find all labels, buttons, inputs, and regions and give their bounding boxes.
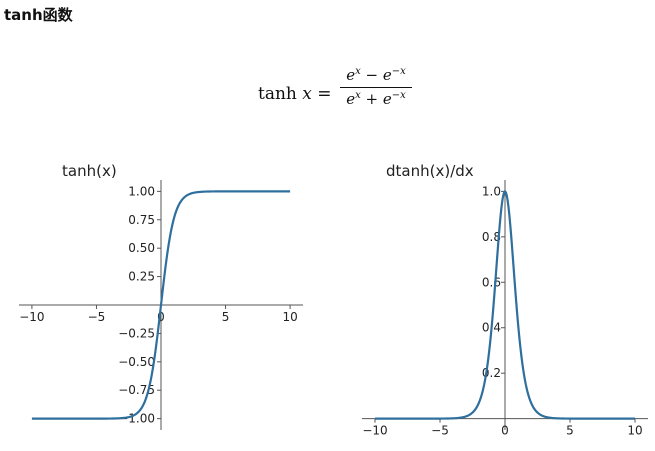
y-tick-label: 0.25: [128, 270, 155, 284]
x-tick-label: −5: [431, 424, 449, 438]
x-tick-label: 5: [222, 310, 230, 324]
data-point: [543, 415, 545, 417]
data-point: [439, 417, 441, 419]
data-point: [504, 190, 506, 192]
fraction-bar: [340, 87, 412, 88]
y-tick-label: 0.50: [128, 241, 155, 255]
formula-numerator: ex − e−x: [346, 66, 406, 84]
formula-denominator: ex + e−x: [346, 90, 406, 108]
y-tick-label: −1.00: [118, 412, 155, 426]
y-tick-label: −0.50: [118, 355, 155, 369]
data-point: [491, 322, 493, 324]
y-tick-label: 1.0: [482, 184, 501, 198]
data-point: [374, 417, 376, 419]
data-point: [121, 417, 123, 419]
data-point: [224, 190, 226, 192]
data-point: [497, 239, 499, 241]
y-tick-label: 0.6: [482, 275, 501, 289]
x-tick-label: −10: [362, 424, 387, 438]
tanh-formula: tanh x = ex − e−x ex + e−x: [258, 66, 418, 122]
chart-title-1: tanh(x): [62, 162, 117, 180]
data-point: [153, 356, 155, 358]
data-point: [95, 417, 97, 419]
data-point: [465, 415, 467, 417]
data-point: [160, 304, 162, 306]
series-line-dtanh: [375, 189, 635, 420]
series-line-tanh: [31, 190, 291, 420]
data-point: [134, 413, 136, 415]
chart-title-2: dtanh(x)/dx: [386, 162, 474, 180]
x-tick-label: 0: [501, 424, 509, 438]
data-point: [517, 322, 519, 324]
data-point: [289, 190, 291, 192]
x-tick-label: −10: [19, 310, 44, 324]
data-point: [199, 191, 201, 193]
y-tick-label: 0.8: [482, 230, 501, 244]
x-tick-label: 10: [627, 424, 642, 438]
formula-lhs: tanh x =: [258, 84, 332, 104]
data-point: [186, 194, 188, 196]
y-tick-label: 0.75: [128, 213, 155, 227]
page-heading: tanh函数: [4, 6, 73, 24]
data-point: [530, 401, 532, 403]
data-point: [478, 401, 480, 403]
data-point: [510, 239, 512, 241]
data-point: [173, 217, 175, 219]
x-tick-label: 10: [282, 310, 297, 324]
data-point: [569, 417, 571, 419]
data-point: [166, 251, 168, 253]
y-tick-label: −0.25: [118, 326, 155, 340]
x-tick-label: −5: [88, 310, 106, 324]
y-tick-label: 1.00: [128, 184, 155, 198]
data-point: [147, 390, 149, 392]
x-tick-label: 0: [157, 310, 165, 324]
y-tick-label: −0.75: [118, 383, 155, 397]
data-point: [634, 417, 636, 419]
formula-fraction: ex − e−x ex + e−x: [340, 66, 412, 108]
data-point: [31, 417, 33, 419]
x-tick-label: 5: [566, 424, 574, 438]
